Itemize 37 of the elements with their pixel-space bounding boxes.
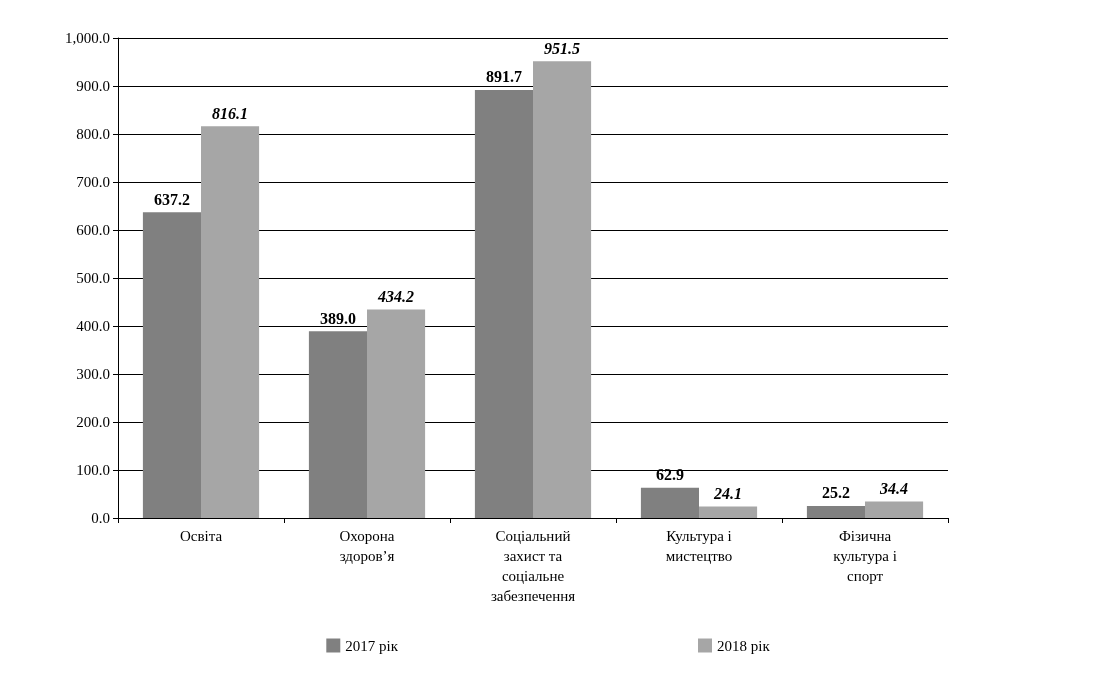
text: 25.2 <box>821 484 850 502</box>
text: 34.4 <box>880 479 909 497</box>
legend-label: 2018 рік <box>717 637 771 654</box>
y-tick-label: 200.0 <box>76 414 110 430</box>
bar <box>865 501 924 518</box>
y-tick-label: 1,000.0 <box>65 30 110 46</box>
y-tick-label: 300.0 <box>76 366 110 382</box>
y-tick-label: 700.0 <box>76 174 110 190</box>
y-tick-label: 600.0 <box>76 222 110 238</box>
y-tick-label: 0.0 <box>91 510 110 526</box>
y-tick-label: 900.0 <box>76 78 110 94</box>
bar <box>699 506 758 518</box>
bar <box>201 126 260 518</box>
y-tick-label: 400.0 <box>76 318 110 334</box>
x-tick-label: Освіта <box>179 528 223 544</box>
bar <box>367 309 426 518</box>
bar <box>474 89 533 518</box>
text: 434.2 <box>378 288 415 306</box>
text: 816.1 <box>212 104 249 122</box>
bar <box>806 505 865 518</box>
bar <box>533 61 592 518</box>
bar <box>640 487 699 518</box>
x-tick-label: Культура і мистецтво <box>665 528 733 564</box>
bar <box>142 212 201 518</box>
bar <box>308 331 367 518</box>
text: 891.7 <box>485 68 522 86</box>
x-tick-label: Фізична культура і спорт <box>833 528 897 584</box>
y-tick-label: 100.0 <box>76 462 110 478</box>
text: 951.5 <box>544 39 581 57</box>
x-tick-label: Охорона здоров’я <box>339 528 395 564</box>
text: 389.0 <box>319 309 356 327</box>
x-tick-label: Соціальний захист та соціальне забезпечення <box>490 528 576 604</box>
y-tick-label: 800.0 <box>76 126 110 142</box>
text: 637.2 <box>153 190 190 208</box>
y-tick-label: 500.0 <box>76 270 110 286</box>
text: 24.1 <box>714 484 743 502</box>
legend-label: 2017 рік <box>345 637 399 654</box>
